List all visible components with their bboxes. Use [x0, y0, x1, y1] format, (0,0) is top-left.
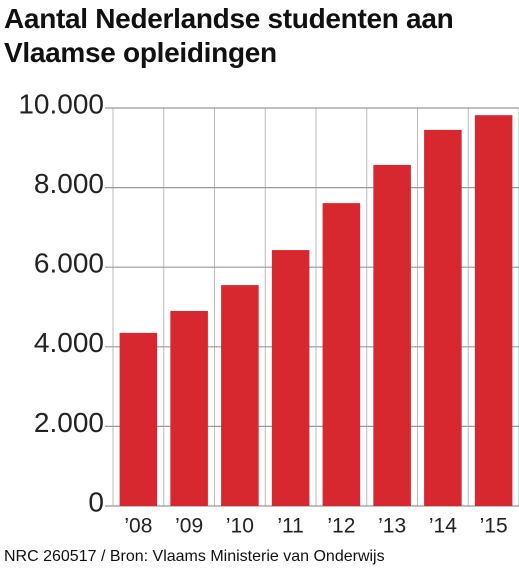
y-tick-label: 10.000	[18, 88, 104, 119]
bar	[373, 164, 411, 506]
bar	[119, 332, 158, 506]
x-tick-label: ’15	[480, 515, 508, 538]
bar	[474, 115, 513, 506]
y-tick-label: 0	[88, 486, 104, 517]
source-note: NRC 260517 / Bron: Vlaams Ministerie van…	[4, 548, 385, 565]
chart: 0 2.000 4.000 6.000 8.000 10.000 ’08 ’09 ’10 ’11 ’…	[18, 88, 519, 538]
bar	[221, 285, 259, 506]
bar	[170, 310, 208, 506]
x-tick-label: ’13	[378, 515, 406, 538]
x-tick-label: ’12	[327, 515, 355, 538]
y-tick-label: 4.000	[34, 327, 104, 358]
chart-title: Aantal Nederlandse studenten aan Vlaamse…	[4, 3, 454, 68]
bar	[271, 250, 310, 506]
x-tick-label: ’08	[124, 515, 152, 538]
x-tick-label: ’11	[277, 515, 303, 538]
x-tick-label: ’09	[175, 515, 203, 538]
bar	[322, 203, 361, 506]
y-tick-label: 6.000	[34, 248, 104, 279]
y-tick-label: 8.000	[34, 168, 104, 199]
y-tick-label: 2.000	[34, 407, 104, 438]
x-tick-label: ’10	[226, 515, 254, 538]
x-tick-label: ’14	[429, 515, 457, 538]
bar	[424, 129, 462, 506]
